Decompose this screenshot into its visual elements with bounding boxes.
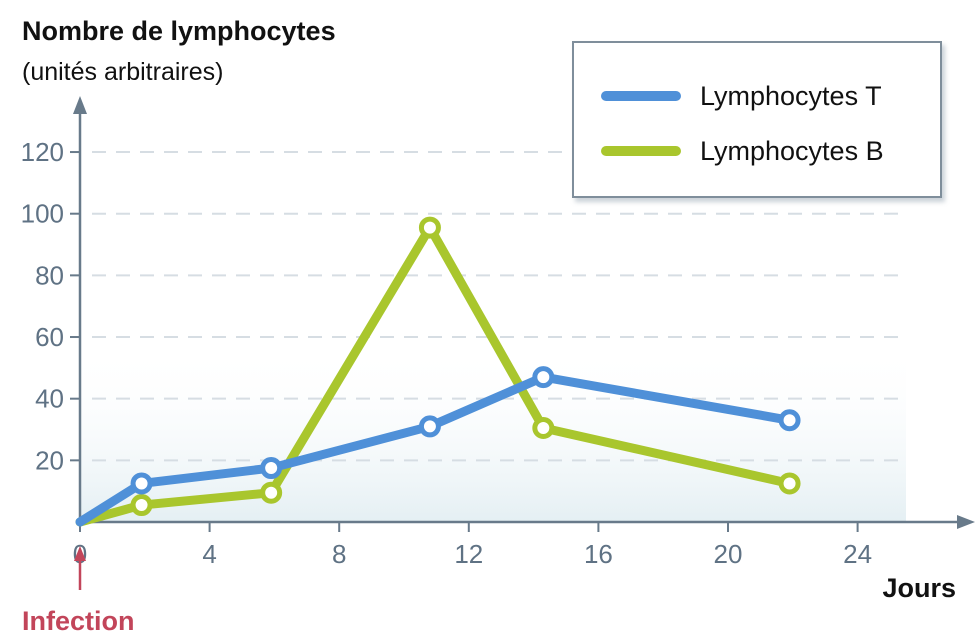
series-line-lymphocytes-t	[75, 372, 795, 527]
infection-label: Infection	[22, 606, 135, 636]
x-axis-title: Jours	[882, 573, 956, 603]
axes	[70, 96, 975, 532]
y-axis-arrowhead	[73, 96, 87, 114]
y-tick-label-100: 100	[21, 199, 64, 229]
point-lymphocytes-b-5	[778, 472, 801, 495]
y-tick-label-20: 20	[35, 445, 64, 475]
x-tick-label-24: 24	[843, 539, 872, 569]
legend-box	[572, 41, 942, 198]
tick-labels: 0481216202420406080100120	[21, 137, 872, 569]
point-lymphocytes-b-2	[260, 481, 283, 504]
y-tick-label-40: 40	[35, 384, 64, 414]
infection-arrowhead	[74, 546, 86, 561]
y-tick-label-80: 80	[35, 260, 64, 290]
plot-background	[80, 345, 906, 522]
point-lymphocytes-b-1	[130, 494, 153, 517]
x-tick-label-20: 20	[714, 539, 743, 569]
y-tick-label-60: 60	[35, 322, 64, 352]
point-lymphocytes-t-4	[532, 366, 555, 389]
x-axis-arrowhead	[957, 515, 975, 529]
point-lymphocytes-t-2	[260, 457, 283, 480]
infection-annotation: Infection	[22, 546, 135, 636]
y-axis-title: Nombre de lymphocytes	[22, 16, 336, 46]
legend-label-lymphocytes-t: Lymphocytes T	[700, 81, 882, 111]
x-tick-label-16: 16	[584, 539, 613, 569]
legend-label-lymphocytes-b: Lymphocytes B	[700, 136, 884, 166]
x-tick-label-4: 4	[202, 539, 216, 569]
y-axis-units: (unités arbitraires)	[22, 58, 223, 86]
legend-items: Lymphocytes T Lymphocytes B	[601, 81, 884, 166]
x-tick-label-12: 12	[454, 539, 483, 569]
y-tick-label-120: 120	[21, 137, 64, 167]
point-lymphocytes-b-3	[418, 216, 441, 239]
x-tick-label-8: 8	[332, 539, 346, 569]
point-lymphocytes-t-5	[778, 409, 801, 432]
point-lymphocytes-t-3	[418, 415, 441, 438]
legend: Lymphocytes T Lymphocytes B	[572, 41, 942, 198]
point-lymphocytes-b-4	[532, 416, 555, 439]
point-lymphocytes-t-1	[130, 472, 153, 495]
data-series	[75, 216, 801, 527]
